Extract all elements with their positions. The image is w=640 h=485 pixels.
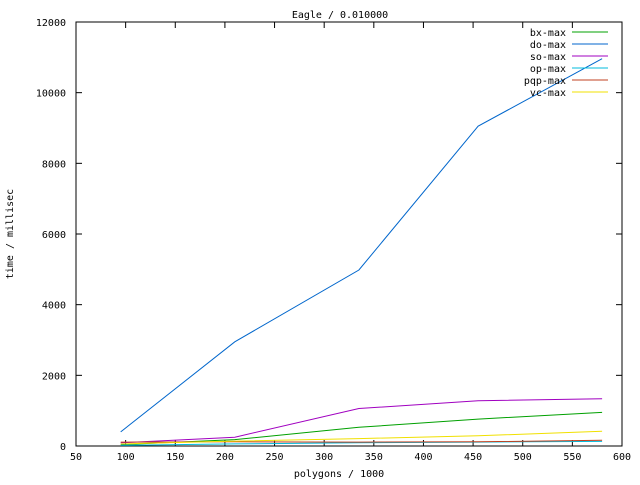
y-tick-label: 4000 — [42, 301, 66, 312]
x-tick-label: 150 — [166, 452, 184, 463]
y-tick-label: 2000 — [42, 371, 66, 382]
legend-label-pqp-max: pqp-max — [524, 76, 566, 87]
series-line-bx-max — [120, 411, 603, 446]
y-axis: 0 2000 4000 6000 8000 10000 12000 — [36, 18, 622, 453]
y-tick-label: 8000 — [42, 159, 66, 170]
series-lines — [120, 58, 603, 446]
x-axis-label: polygons / 1000 — [294, 469, 384, 480]
legend-label-so-max: so-max — [530, 52, 566, 63]
series-line-op-max — [120, 440, 603, 446]
x-tick-label: 350 — [365, 452, 383, 463]
x-tick-label: 450 — [464, 452, 482, 463]
y-tick-label: 10000 — [36, 89, 66, 100]
legend-label-vc-max: vc-max — [530, 88, 566, 99]
legend-label-op-max: op-max — [530, 64, 566, 75]
series-line-so-max — [120, 398, 603, 444]
x-axis: 50 100 150 200 250 300 350 400 450 500 550 600 — [70, 22, 631, 463]
x-tick-label: 550 — [563, 452, 581, 463]
legend-label-do-max: do-max — [530, 40, 566, 51]
y-axis-label: time / millisec — [5, 189, 16, 279]
chart-title: Eagle / 0.010000 — [292, 10, 388, 21]
x-tick-label: 100 — [117, 452, 135, 463]
x-tick-label: 50 — [70, 452, 82, 463]
legend-label-bx-max: bx-max — [530, 28, 566, 39]
x-tick-label: 500 — [514, 452, 532, 463]
y-tick-label: 6000 — [42, 230, 66, 241]
series-line-vc-max — [120, 430, 603, 445]
x-tick-label: 200 — [216, 452, 234, 463]
y-tick-label: 12000 — [36, 18, 66, 29]
series-line-do-max — [120, 58, 603, 433]
x-tick-label: 250 — [266, 452, 284, 463]
x-tick-label: 300 — [315, 452, 333, 463]
x-tick-label: 400 — [414, 452, 432, 463]
x-tick-label: 600 — [613, 452, 631, 463]
y-tick-label: 0 — [60, 442, 66, 453]
